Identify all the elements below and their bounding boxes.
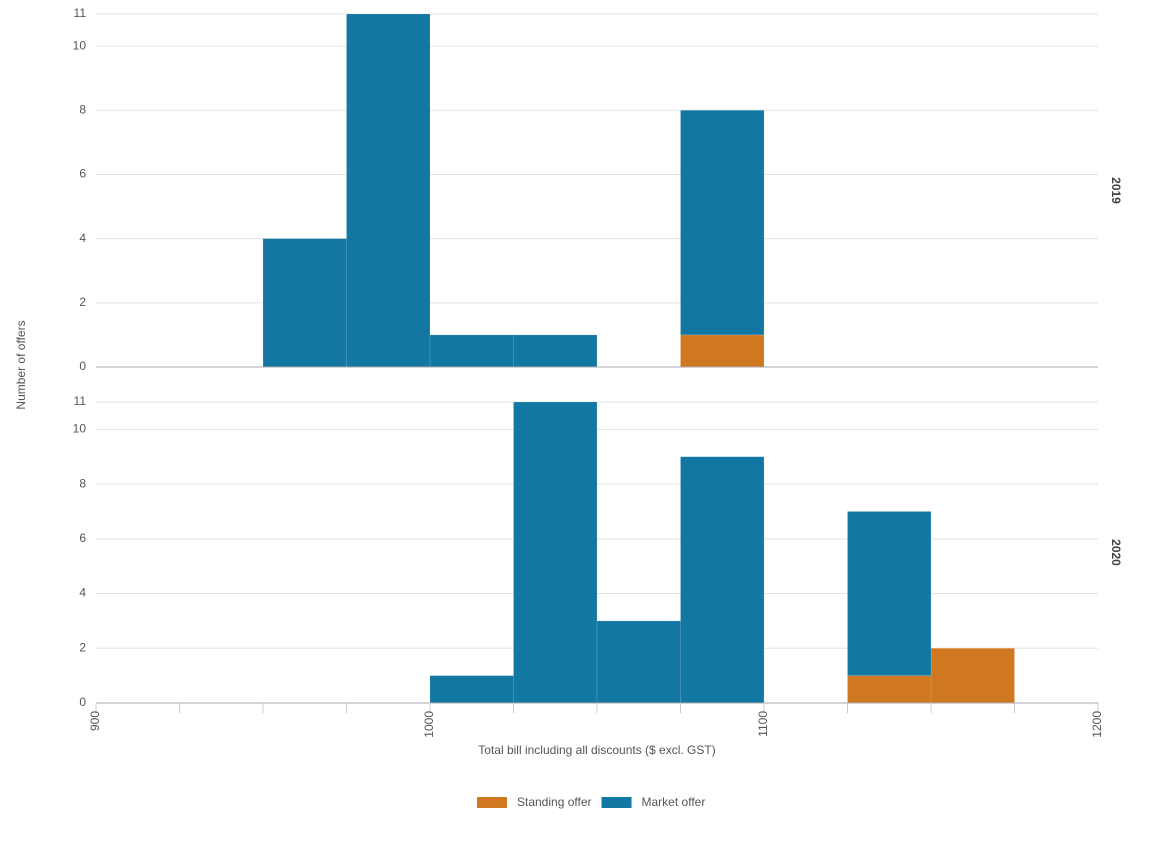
facet-label: 2020 <box>1109 539 1123 566</box>
bar <box>847 675 932 704</box>
y-tick-label: 2 <box>79 295 86 309</box>
y-tick-label: 6 <box>79 167 86 181</box>
y-tick-label: 10 <box>73 38 87 52</box>
x-tick-label: 1200 <box>1090 711 1104 738</box>
y-tick-label: 2 <box>79 640 86 654</box>
x-axis-title: Total bill including all discounts ($ ex… <box>478 743 715 757</box>
bar <box>847 511 932 676</box>
legend-swatch <box>477 797 507 808</box>
x-tick-label: 900 <box>88 711 102 731</box>
x-tick-label: 1000 <box>422 711 436 738</box>
legend-swatch <box>601 797 632 808</box>
facet-label: 2019 <box>1109 177 1123 204</box>
y-tick-label: 6 <box>79 531 86 545</box>
y-tick-label: 8 <box>79 476 86 490</box>
bar <box>429 334 514 368</box>
y-tick-label: 4 <box>79 586 86 600</box>
y-tick-label: 10 <box>73 422 87 436</box>
bar <box>346 13 431 368</box>
bar <box>513 401 598 704</box>
y-tick-label: 4 <box>79 231 86 245</box>
bar <box>513 334 598 368</box>
legend-label: Market offer <box>642 795 706 809</box>
bar <box>930 648 1015 704</box>
bar <box>680 334 765 368</box>
y-tick-label: 11 <box>74 394 87 408</box>
y-tick-label: 0 <box>79 695 86 709</box>
bar <box>596 620 681 704</box>
y-axis-title: Number of offers <box>14 320 28 409</box>
y-tick-label: 8 <box>79 102 86 116</box>
bar <box>262 238 347 368</box>
bar <box>680 110 765 336</box>
bar <box>680 456 765 704</box>
y-tick-label: 11 <box>74 6 87 20</box>
x-tick-label: 1100 <box>756 711 770 737</box>
bar <box>429 675 514 704</box>
y-tick-label: 0 <box>79 359 86 373</box>
legend-label: Standing offer <box>517 795 592 809</box>
